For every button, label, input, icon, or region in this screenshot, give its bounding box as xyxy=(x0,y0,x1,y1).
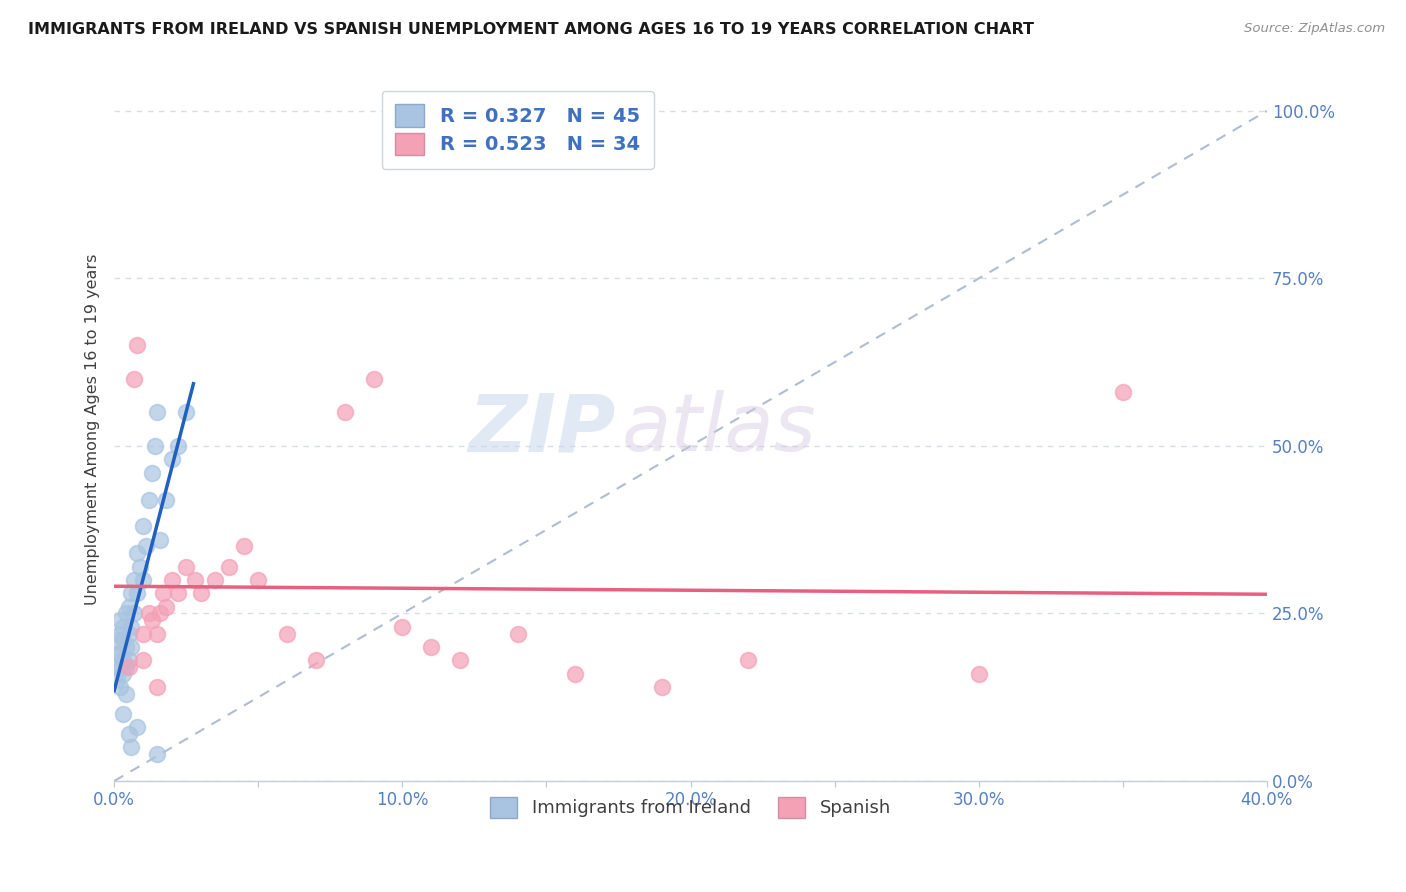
Point xyxy=(105,633,128,648)
Point xyxy=(124,607,146,621)
Text: IMMIGRANTS FROM IRELAND VS SPANISH UNEMPLOYMENT AMONG AGES 16 TO 19 YEARS CORREL: IMMIGRANTS FROM IRELAND VS SPANISH UNEMP… xyxy=(28,22,1035,37)
Point xyxy=(363,372,385,386)
Point xyxy=(114,660,136,674)
Point xyxy=(124,372,146,386)
Point xyxy=(155,492,177,507)
Point xyxy=(155,599,177,614)
Point xyxy=(737,653,759,667)
Point xyxy=(117,727,139,741)
Point xyxy=(127,546,149,560)
Point xyxy=(108,613,131,627)
Point xyxy=(121,620,143,634)
Text: atlas: atlas xyxy=(621,390,815,468)
Point xyxy=(333,405,356,419)
Point xyxy=(111,653,134,667)
Point xyxy=(160,452,183,467)
Point xyxy=(105,647,128,661)
Point xyxy=(138,607,160,621)
Point xyxy=(305,653,328,667)
Point xyxy=(132,519,155,533)
Point xyxy=(111,666,134,681)
Point xyxy=(152,586,174,600)
Point xyxy=(146,680,169,694)
Point xyxy=(114,607,136,621)
Point xyxy=(117,599,139,614)
Point xyxy=(117,660,139,674)
Point xyxy=(124,573,146,587)
Point xyxy=(108,660,131,674)
Point xyxy=(117,653,139,667)
Point xyxy=(651,680,673,694)
Point xyxy=(141,613,163,627)
Point xyxy=(129,559,152,574)
Point xyxy=(160,573,183,587)
Y-axis label: Unemployment Among Ages 16 to 19 years: Unemployment Among Ages 16 to 19 years xyxy=(86,253,100,605)
Point xyxy=(564,666,586,681)
Point xyxy=(166,439,188,453)
Point xyxy=(111,633,134,648)
Point xyxy=(247,573,270,587)
Point xyxy=(143,439,166,453)
Point xyxy=(141,466,163,480)
Point xyxy=(121,640,143,654)
Point xyxy=(132,626,155,640)
Point xyxy=(146,405,169,419)
Point xyxy=(174,559,197,574)
Text: ZIP: ZIP xyxy=(468,390,616,468)
Point xyxy=(132,573,155,587)
Text: Source: ZipAtlas.com: Source: ZipAtlas.com xyxy=(1244,22,1385,36)
Point xyxy=(149,533,172,547)
Point xyxy=(276,626,298,640)
Point xyxy=(146,747,169,762)
Point xyxy=(146,626,169,640)
Point xyxy=(105,660,128,674)
Point xyxy=(105,673,128,688)
Legend: Immigrants from Ireland, Spanish: Immigrants from Ireland, Spanish xyxy=(484,789,898,825)
Point xyxy=(127,720,149,734)
Point xyxy=(138,492,160,507)
Point xyxy=(420,640,443,654)
Point xyxy=(121,586,143,600)
Point xyxy=(111,706,134,721)
Point xyxy=(190,586,212,600)
Point xyxy=(127,586,149,600)
Point xyxy=(449,653,471,667)
Point xyxy=(391,620,413,634)
Point xyxy=(218,559,240,574)
Point xyxy=(232,540,254,554)
Point xyxy=(1112,385,1135,400)
Point xyxy=(108,647,131,661)
Point xyxy=(132,653,155,667)
Point xyxy=(967,666,990,681)
Point xyxy=(506,626,529,640)
Point xyxy=(108,626,131,640)
Point xyxy=(127,338,149,352)
Point xyxy=(184,573,207,587)
Point xyxy=(111,620,134,634)
Point xyxy=(114,640,136,654)
Point xyxy=(114,687,136,701)
Point xyxy=(108,680,131,694)
Point xyxy=(204,573,226,587)
Point xyxy=(174,405,197,419)
Point xyxy=(149,607,172,621)
Point xyxy=(117,626,139,640)
Point xyxy=(121,740,143,755)
Point xyxy=(166,586,188,600)
Point xyxy=(135,540,157,554)
